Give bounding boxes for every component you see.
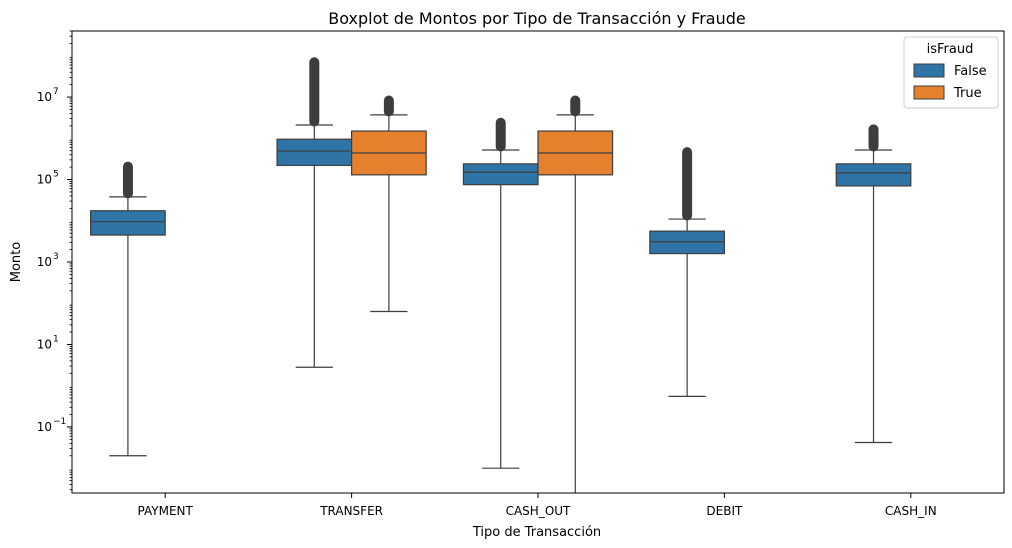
- y-tick-exponent: 1: [53, 334, 59, 344]
- x-tick-label: PAYMENT: [138, 504, 194, 518]
- y-tick-label: 10: [37, 90, 52, 104]
- legend-label-true: True: [953, 86, 982, 101]
- y-tick-label: 10: [37, 420, 52, 434]
- outlier-points: [868, 124, 879, 152]
- box-cash_in-false: [835, 124, 912, 444]
- outlier-points: [495, 117, 506, 152]
- y-tick-exponent: 7: [53, 87, 59, 97]
- box-iqr: [835, 163, 912, 187]
- plot-frame: [71, 30, 1005, 494]
- box-iqr: [649, 230, 726, 255]
- x-tick-label: DEBIT: [706, 504, 743, 518]
- y-tick-label: 10: [37, 173, 52, 187]
- legend-title: isFraud: [927, 42, 974, 57]
- chart-title: Boxplot de Montos por Tipo de Transacció…: [328, 9, 746, 28]
- box-cash_out-false: [462, 117, 539, 469]
- plot-area: [72, 31, 1004, 493]
- legend: isFraud False True: [903, 36, 999, 109]
- box-cash_out-true: [537, 95, 614, 493]
- x-tick-label: TRANSFER: [319, 504, 383, 518]
- outlier-points: [383, 95, 394, 117]
- box-iqr: [462, 163, 539, 186]
- x-axis-label: Tipo de Transacción: [472, 525, 601, 540]
- plot-background: [72, 31, 1004, 493]
- x-tick-label: CASH_OUT: [506, 504, 571, 518]
- box-payment-false: [90, 161, 166, 457]
- box-debit-false: [649, 147, 726, 398]
- outlier-points: [122, 161, 133, 199]
- box-transfer-true: [351, 95, 427, 313]
- y-tick-exponent: 3: [53, 252, 59, 262]
- x-tick-label: CASH_IN: [885, 504, 937, 518]
- legend-label-false: False: [954, 64, 987, 79]
- box-transfer-false: [276, 57, 353, 368]
- legend-swatch-false: [913, 63, 945, 78]
- y-tick-exponent: 5: [53, 170, 59, 180]
- legend-swatch-true: [913, 85, 945, 100]
- outlier-points: [309, 57, 320, 127]
- boxes-layer: [90, 57, 912, 493]
- y-axis-label: Monto: [9, 242, 24, 283]
- box-iqr: [276, 138, 353, 167]
- box-iqr: [90, 210, 166, 236]
- y-tick-label: 10: [37, 337, 52, 351]
- outlier-points: [570, 95, 581, 117]
- y-tick-label: 10: [37, 255, 52, 269]
- y-tick-exponent: −1: [53, 417, 66, 427]
- outlier-points: [682, 147, 693, 221]
